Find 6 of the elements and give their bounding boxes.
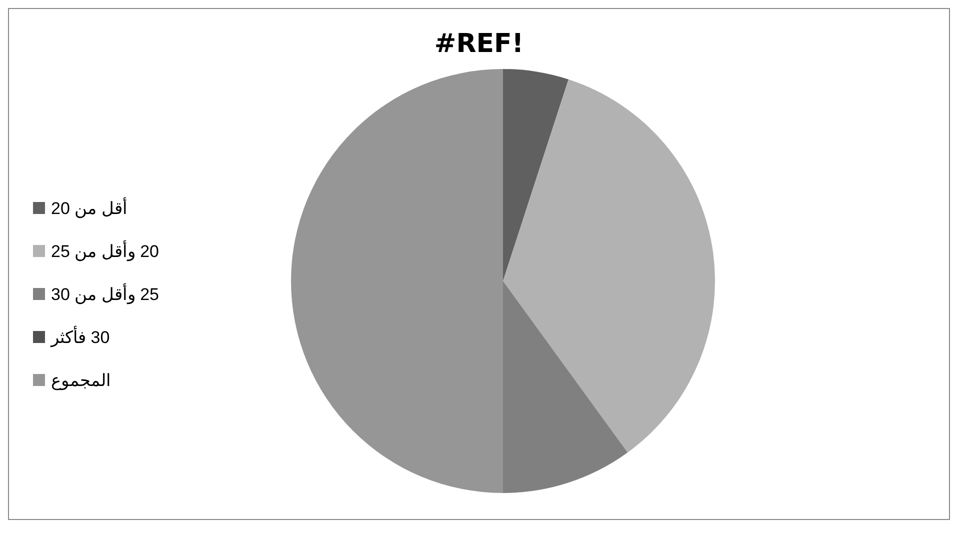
legend-label: 25 وأقل من 30: [51, 284, 160, 304]
legend-label: 30 فأكثر: [51, 326, 110, 348]
legend-label: المجموع: [51, 370, 111, 390]
legend-label: أقل من 20: [51, 198, 128, 218]
chart-title: #REF!: [433, 28, 525, 61]
legend-label: 20 وأقل من 25: [51, 240, 160, 262]
